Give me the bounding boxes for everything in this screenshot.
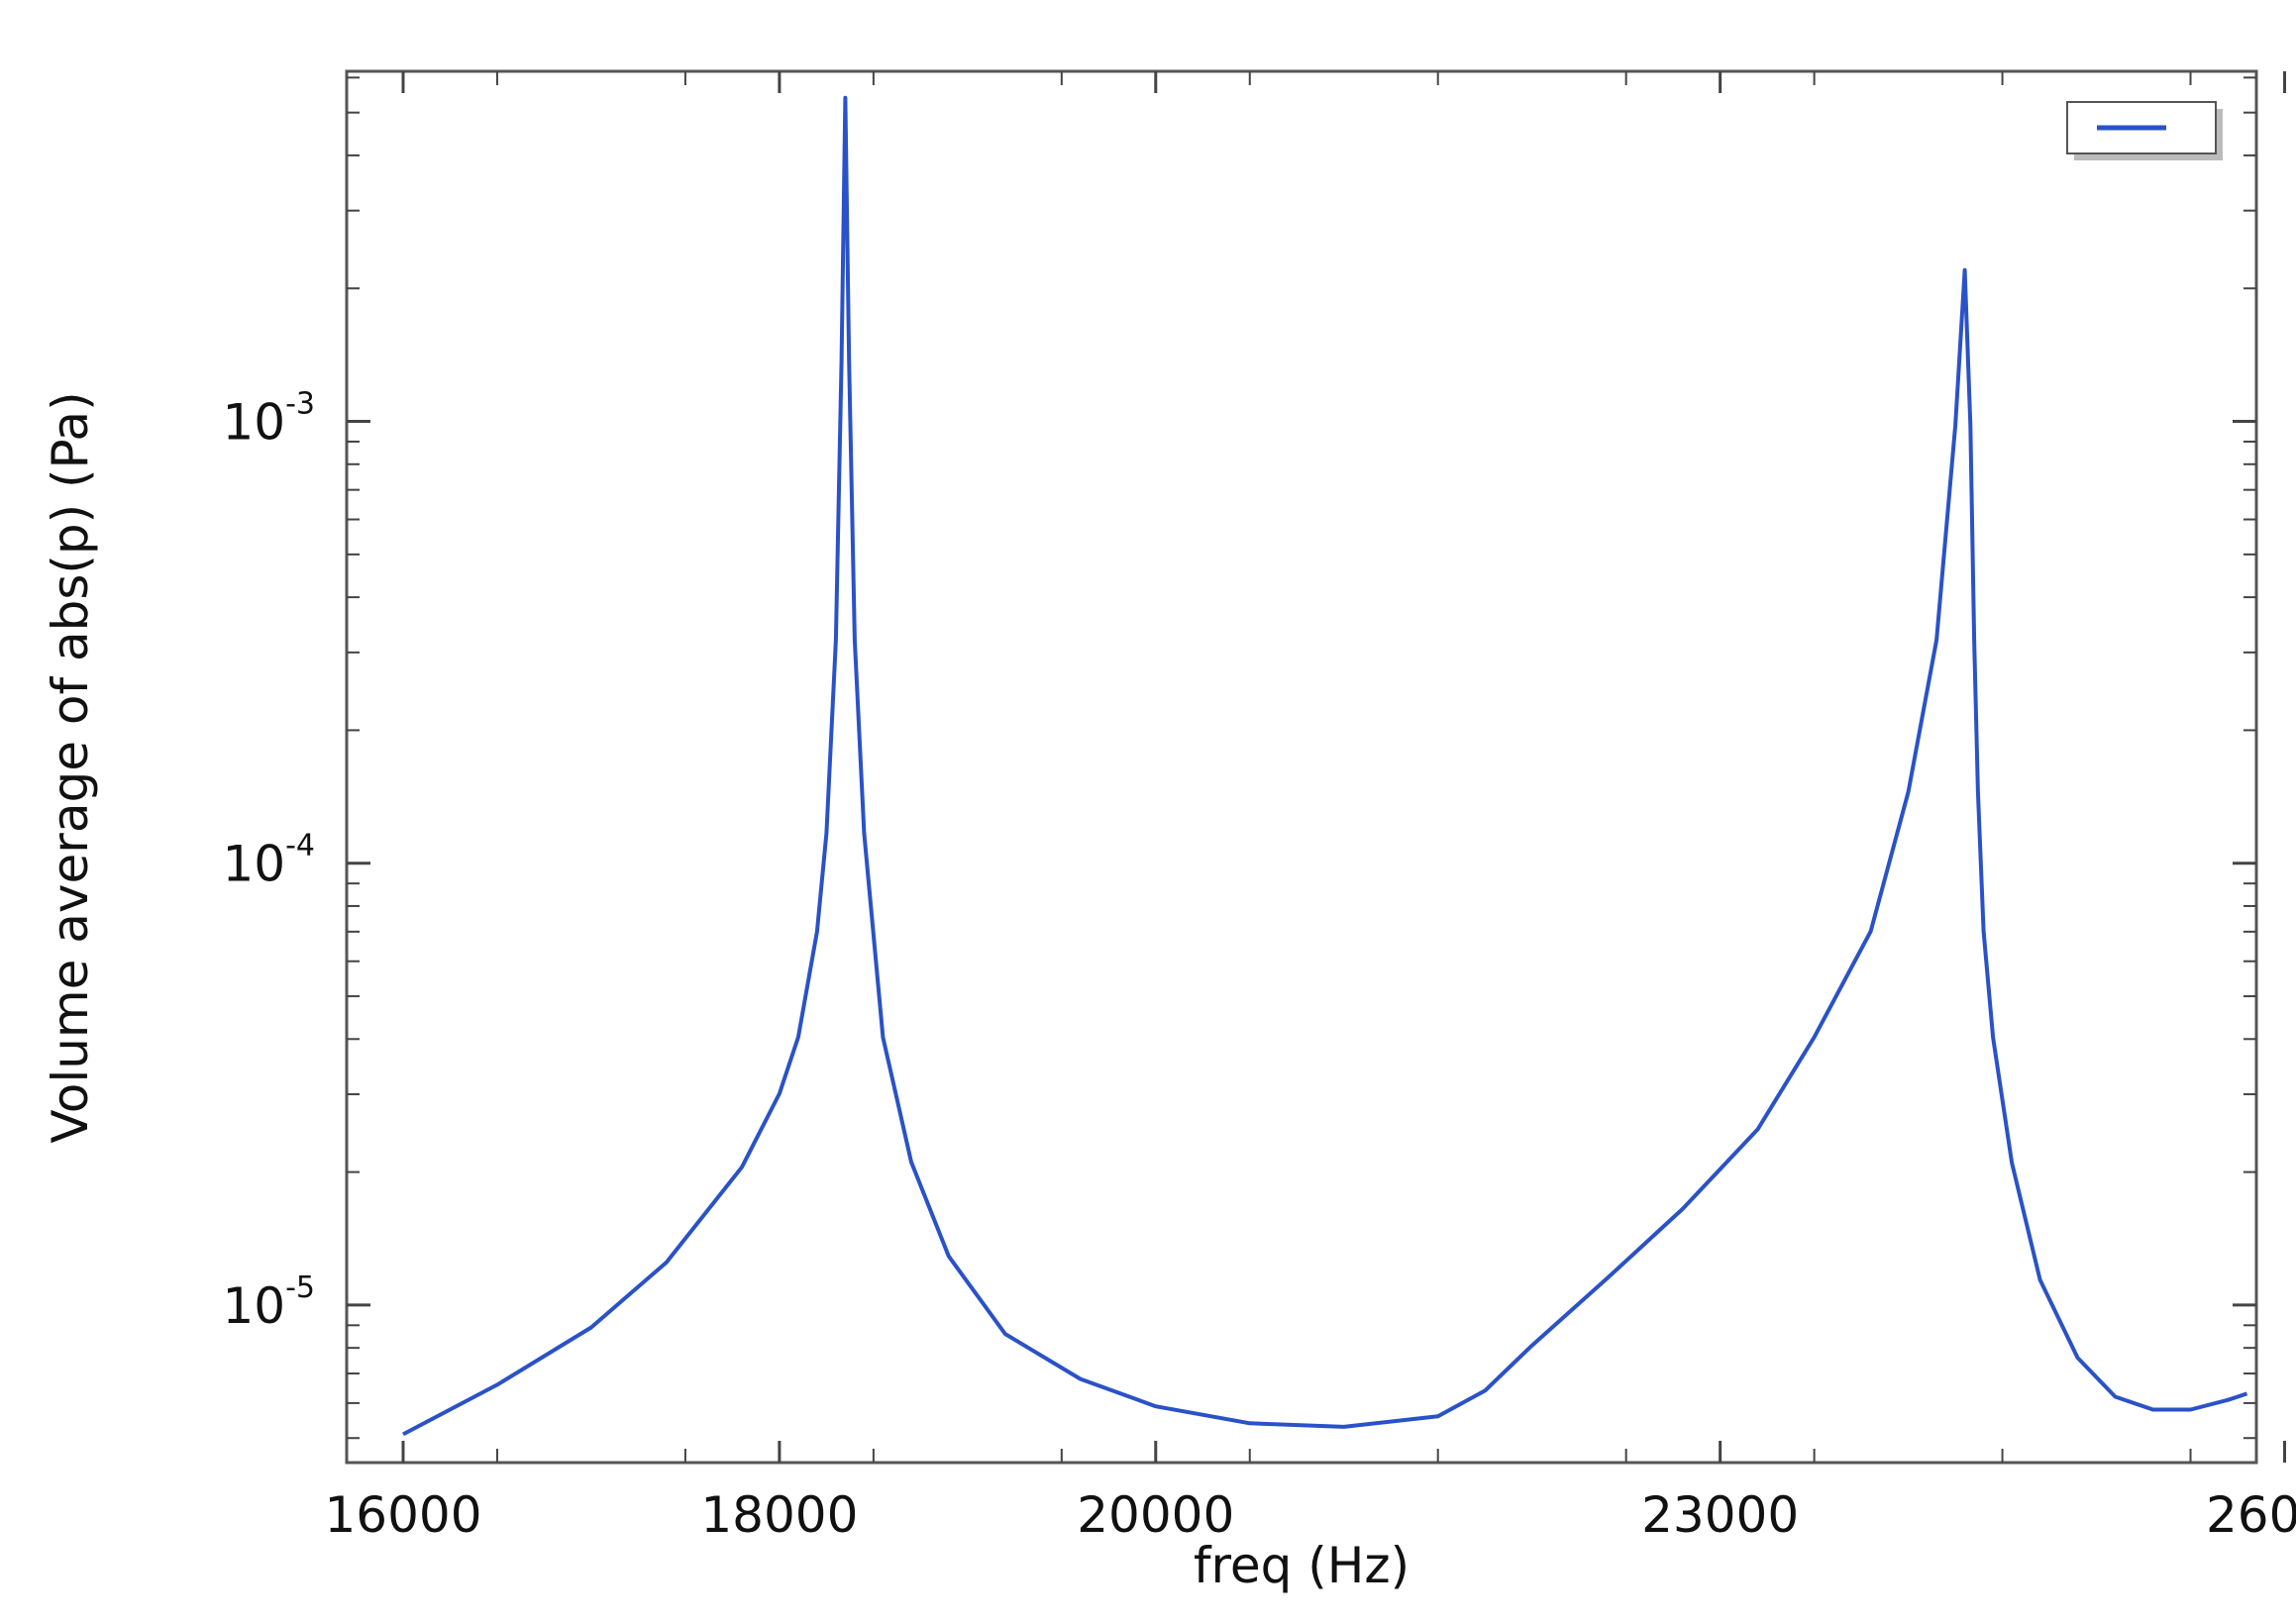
y-tick-labels: 10-3 10-4 10-5 [222, 387, 315, 1335]
x-tick-label: 16000 [324, 1486, 481, 1544]
plot-frame [345, 69, 2258, 1465]
x-tick-labels: 16000 18000 20000 23000 26000 [324, 1486, 2296, 1544]
y-axis-title: Volume average of abs(p) (Pa) [42, 391, 99, 1143]
x-tick-label: 18000 [700, 1486, 858, 1544]
y-tick-label: 10-5 [222, 1270, 315, 1335]
x-tick-label: 20000 [1077, 1486, 1234, 1544]
x-tick-label: 23000 [1641, 1486, 1799, 1544]
series-line-0 [402, 95, 2248, 1437]
x-ticks [401, 71, 2286, 1463]
legend [2066, 101, 2223, 160]
y-tick-label: 10-3 [222, 387, 315, 452]
x-axis-title: freq (Hz) [1194, 1537, 1409, 1594]
y-tick-label: 10-4 [222, 829, 315, 893]
y-ticks [347, 76, 2256, 1440]
x-tick-label: 26000 [2206, 1486, 2296, 1544]
